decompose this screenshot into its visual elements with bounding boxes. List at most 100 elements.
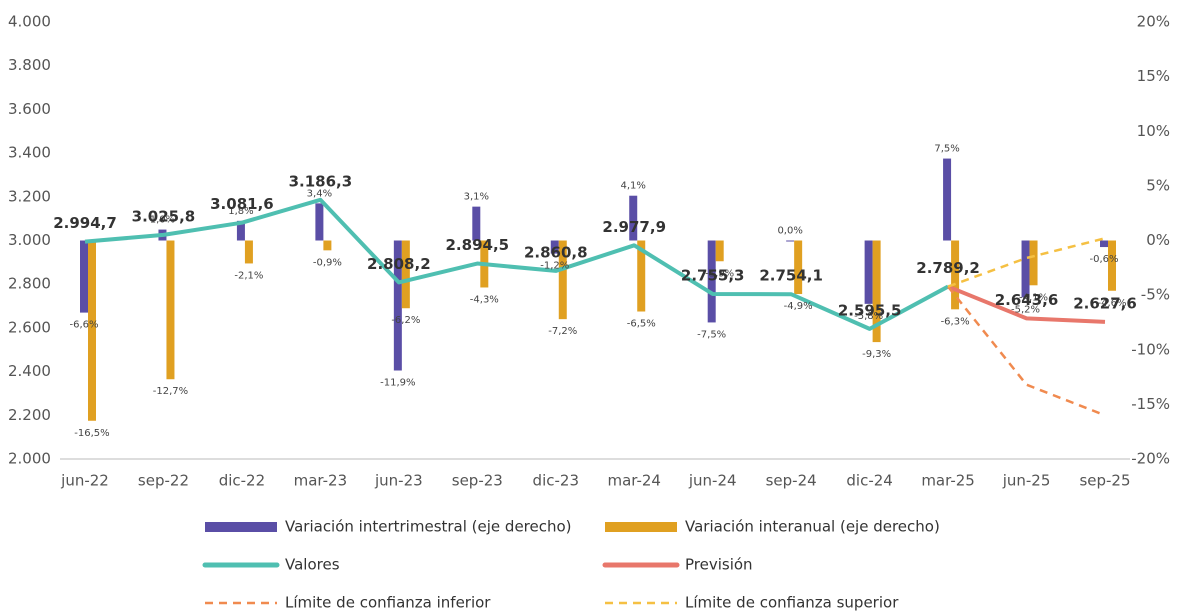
bar [715, 240, 724, 262]
bar-label: 1,0% [150, 215, 175, 226]
y2-tick-label: -5% [1141, 286, 1170, 304]
y-tick-label: 4.000 [8, 13, 51, 31]
bar-label: -5,8% [854, 311, 883, 322]
bar-label: -4,6% [1097, 298, 1126, 309]
x-tick-label: jun-25 [1002, 472, 1051, 490]
bar [323, 240, 332, 251]
legend-label: Previsión [685, 556, 753, 574]
bar-label: -6,3% [941, 316, 970, 327]
x-tick-label: jun-22 [60, 472, 109, 490]
bar-label: 4,1% [621, 181, 646, 192]
line-label: 2.808,2 [367, 255, 431, 273]
bar [88, 240, 96, 421]
y2-tick-label: 5% [1146, 176, 1170, 194]
bar-label: -4,3% [470, 294, 499, 305]
y-tick-label: 3.000 [8, 231, 51, 249]
bar [401, 240, 410, 309]
bar [558, 240, 567, 320]
bar-label: 3,4% [307, 188, 332, 199]
line-label: 2.894,5 [446, 236, 510, 254]
bar-label: -2,1% [234, 270, 263, 281]
bar [472, 206, 481, 241]
bar-label: -4,9% [784, 301, 813, 312]
bar-label: -1,2% [540, 261, 569, 272]
bar-label: -0,6% [1089, 254, 1118, 265]
line-label: 3.025,8 [132, 207, 196, 225]
x-tick-label: dic-22 [219, 472, 265, 490]
bar [951, 240, 960, 310]
legend-label: Variación interanual (eje derecho) [685, 518, 940, 536]
y-tick-label: 3.200 [8, 187, 51, 205]
line-label: 2.860,8 [524, 243, 588, 261]
line-label: 2.994,7 [53, 214, 117, 232]
bar-label: -4,1% [1019, 292, 1048, 303]
y2-tick-label: -20% [1131, 450, 1170, 468]
bar-label: 7,5% [934, 144, 959, 155]
bar [637, 240, 646, 312]
bar-label: -6,5% [627, 319, 656, 330]
x-tick-label: sep-25 [1079, 472, 1130, 490]
bar [80, 240, 88, 313]
bar-label: -6,2% [391, 315, 420, 326]
y2-tick-label: -10% [1131, 340, 1170, 358]
line-label: 2.789,2 [916, 259, 980, 277]
line-label: 3.081,6 [210, 195, 274, 213]
bar-label: 3,1% [464, 192, 489, 203]
legend-swatch [205, 522, 277, 532]
x-tick-label: mar-24 [607, 472, 661, 490]
x-tick-label: mar-25 [921, 472, 975, 490]
y-tick-label: 3.800 [8, 56, 51, 74]
y2-tick-label: 20% [1137, 13, 1170, 31]
bar-label: -7,5% [697, 329, 726, 340]
legend-label: Límite de confianza superior [685, 594, 899, 612]
bar [315, 203, 324, 241]
bar [864, 240, 873, 304]
bar-label: -12,7% [153, 386, 188, 397]
y2-tick-label: 0% [1146, 231, 1170, 249]
bar [1100, 240, 1108, 248]
x-tick-label: mar-23 [294, 472, 348, 490]
bar [629, 195, 638, 241]
x-tick-label: jun-24 [688, 472, 737, 490]
bar-label: -6,6% [69, 320, 98, 331]
y-tick-label: 3.600 [8, 100, 51, 118]
line [84, 197, 950, 331]
bar [393, 240, 402, 371]
bar-label: -1,9% [705, 268, 734, 279]
x-tick-label: sep-24 [766, 472, 817, 490]
y2-tick-label: 15% [1137, 67, 1170, 85]
x-tick-label: sep-23 [452, 472, 503, 490]
bar [166, 240, 175, 380]
x-tick-label: sep-22 [138, 472, 189, 490]
bar-label: -11,9% [380, 378, 415, 389]
bar [236, 220, 245, 241]
line-label: 2.754,1 [759, 267, 823, 285]
bar [1029, 240, 1038, 286]
bar-label: 0,0% [777, 226, 802, 237]
bar-label: -5,2% [1011, 304, 1040, 315]
line-label: 2.977,9 [602, 218, 666, 236]
y2-tick-label: 10% [1137, 122, 1170, 140]
y-tick-label: 3.400 [8, 144, 51, 162]
bar [244, 240, 253, 264]
bar-label: -0,9% [313, 257, 342, 268]
bar-label: -9,3% [862, 349, 891, 360]
bar [794, 240, 803, 295]
bar [943, 158, 952, 241]
bar-label: -16,5% [74, 428, 109, 439]
line-label: 2.627,6 [1073, 294, 1137, 312]
legend-swatch [605, 522, 677, 532]
y-tick-label: 2.200 [8, 406, 51, 424]
bar [550, 240, 559, 254]
bar-label: -7,2% [548, 326, 577, 337]
bar [1021, 240, 1030, 298]
line-label: 2.595,5 [838, 301, 902, 319]
bar-label: 1,8% [228, 206, 253, 217]
bar [872, 240, 881, 343]
y-tick-label: 2.400 [8, 362, 51, 380]
legend-label: Límite de confianza inferior [285, 594, 491, 612]
y-tick-label: 2.000 [8, 450, 51, 468]
line-label: 2.643,6 [995, 291, 1059, 309]
bar [786, 240, 795, 242]
